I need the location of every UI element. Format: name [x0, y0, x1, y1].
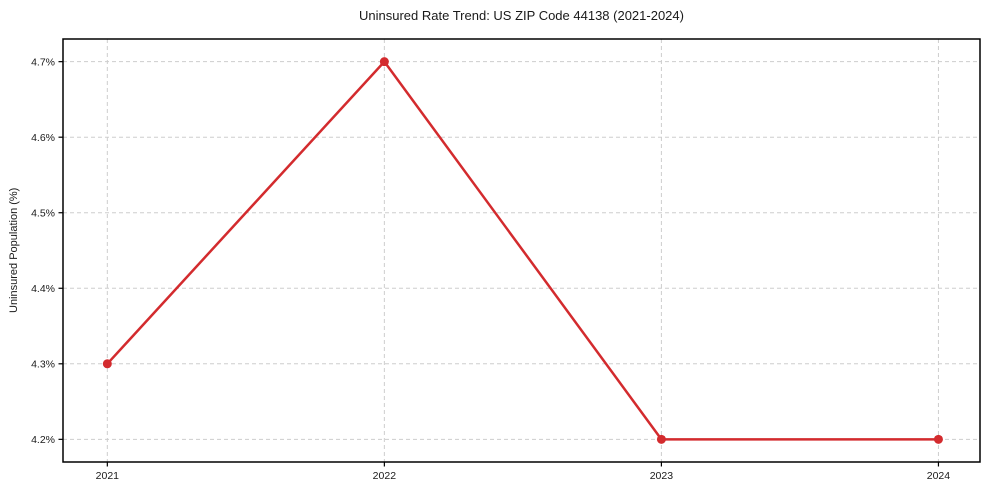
trend-line [106, 60, 940, 441]
data-point-2021 [102, 359, 112, 369]
data-point-2023 [656, 434, 666, 444]
data-point-2022 [379, 57, 389, 67]
y-tick-label: 4.6% [31, 132, 55, 144]
axes-frame [62, 38, 981, 463]
data-point-2024 [933, 434, 943, 444]
y-tick-label: 4.5% [31, 207, 55, 219]
y-tick-label: 4.7% [31, 56, 55, 68]
x-tick-label: 2023 [650, 470, 674, 482]
x-tick-label: 2024 [927, 470, 951, 482]
x-tick-label: 2021 [96, 470, 120, 482]
chart-title: Uninsured Rate Trend: US ZIP Code 44138 … [359, 8, 684, 23]
y-tick-label: 4.3% [31, 359, 55, 371]
x-tick-label: 2022 [373, 470, 397, 482]
y-tick-label: 4.2% [31, 434, 55, 446]
y-tick-label: 4.4% [31, 283, 55, 295]
